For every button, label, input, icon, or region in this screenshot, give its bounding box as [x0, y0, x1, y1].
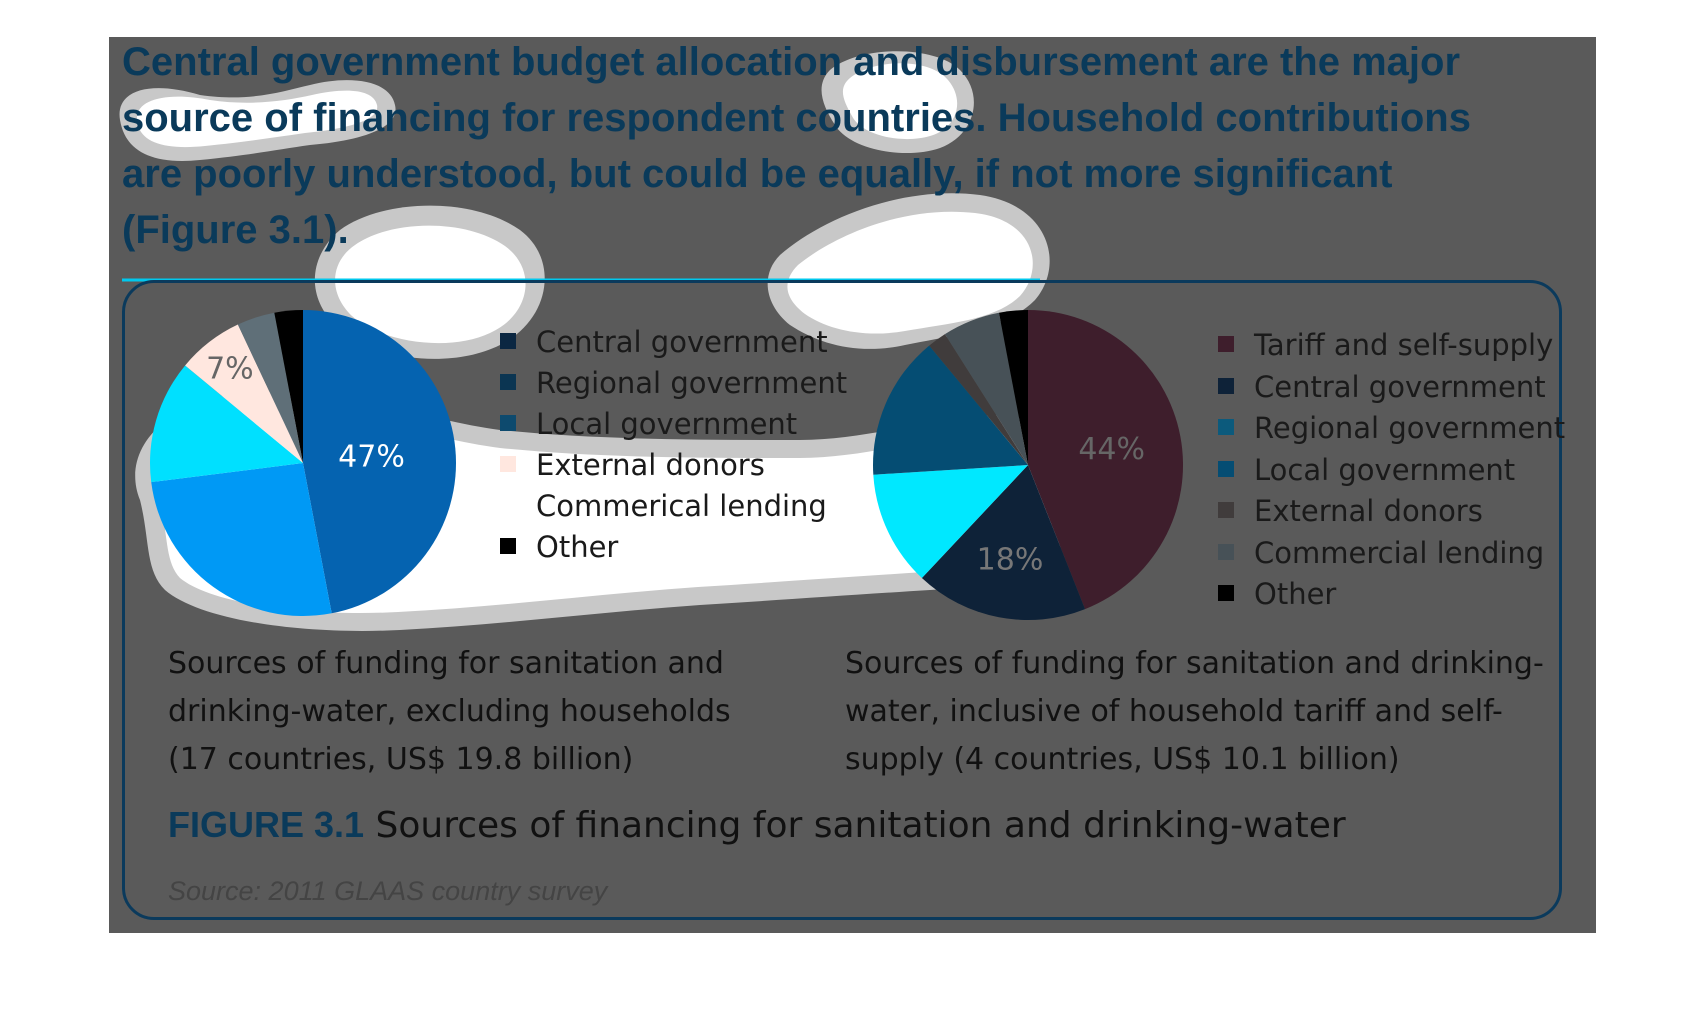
legend-swatch: [500, 497, 516, 513]
legend-item: Regional government: [1218, 408, 1565, 450]
figure-title-text: Sources of financing for sanitation and …: [375, 805, 1346, 846]
pie-slice-external-donors: [929, 334, 1028, 465]
legend-label: External donors: [536, 448, 765, 482]
legend-swatch: [500, 415, 516, 431]
legend-label: Local government: [536, 407, 798, 441]
figure-frame: [122, 280, 1562, 920]
legend-swatch: [1218, 419, 1234, 435]
legend-swatch: [1218, 543, 1234, 560]
caption-right: Sources of funding for sanitation and dr…: [845, 646, 1544, 777]
legend-label: Central government: [536, 325, 828, 359]
legend-item: Local government: [1218, 450, 1565, 492]
pie-slice-commercial-lending: [944, 312, 1028, 465]
legend-swatch: [1218, 585, 1234, 601]
pie-slice-other: [998, 310, 1028, 465]
pie-slice-tariff-and-self-supply: [1028, 310, 1184, 610]
legend-right: Tariff and self-supply Central government…: [1218, 325, 1565, 616]
pie-slice-external-donors: [185, 324, 303, 463]
legend-item: Local government: [500, 404, 847, 445]
legend-label: Local government: [1254, 452, 1516, 487]
legend-label: Other: [1254, 577, 1337, 611]
legend-label: Tariff and self-supply: [1254, 328, 1554, 362]
pie-data-label: 44%: [1078, 432, 1145, 467]
legend-swatch: [500, 374, 516, 390]
legend-swatch: [500, 538, 516, 554]
pie-slice-commerical-lending: [237, 312, 303, 463]
headline: Central government budget allocation and…: [122, 40, 1471, 252]
pie-slice-local-government: [150, 365, 303, 483]
pie-data-label: 47%: [338, 440, 405, 475]
figure-source: Source: 2011 GLAAS country survey: [168, 876, 608, 906]
pie-slice-other: [274, 310, 303, 463]
pie-slice-central-government: [921, 465, 1086, 621]
caption-left: Sources of funding for sanitation and dr…: [168, 646, 731, 777]
legend-swatch: [500, 333, 516, 349]
pie-data-label: 7%: [206, 352, 254, 387]
pie-chart-1: 47% 7%: [150, 310, 457, 616]
legend-item: Central government: [500, 322, 847, 363]
legend-item: Central government: [1218, 367, 1565, 409]
legend-label: Regional government: [536, 366, 848, 400]
legend-swatch: [500, 456, 516, 472]
pie-slice-regional-government: [873, 465, 1028, 578]
figure-title: FIGURE 3.1 Sources of financing for sani…: [168, 804, 1346, 846]
legend-swatch: [1218, 460, 1234, 477]
legend-label: Commercial lending: [1254, 535, 1545, 570]
pie-data-label: 18%: [977, 542, 1044, 577]
figure-label: FIGURE 3.1: [168, 804, 365, 845]
legend-label: Central government: [1254, 369, 1546, 404]
legend-item: External donors: [500, 445, 847, 486]
legend-item: Tariff and self-supply: [1218, 325, 1565, 367]
legend-item: External donors: [1218, 491, 1565, 533]
legend-item: Other: [500, 527, 847, 568]
legend-item: Commercial lending: [1218, 533, 1565, 575]
pie-slice-central-government: [303, 310, 457, 614]
legend-swatch: [1218, 502, 1234, 518]
legend-item: Other: [1218, 574, 1565, 616]
legend-item: Regional government: [500, 363, 847, 404]
pie-slice-regional-government: [151, 463, 332, 616]
legend-label: Commerical lending: [536, 489, 827, 523]
legend-label: Regional government: [1254, 411, 1566, 445]
pie-slice-local-government: [873, 345, 1028, 475]
legend-item: Commerical lending: [500, 486, 847, 527]
legend-left: Central government Regional government Loc…: [500, 322, 847, 568]
legend-label: Other: [536, 530, 619, 564]
pie-chart-2: 44% 18%: [873, 310, 1184, 621]
legend-label: External donors: [1254, 494, 1483, 528]
legend-swatch: [1218, 377, 1234, 394]
legend-swatch: [1218, 336, 1234, 352]
